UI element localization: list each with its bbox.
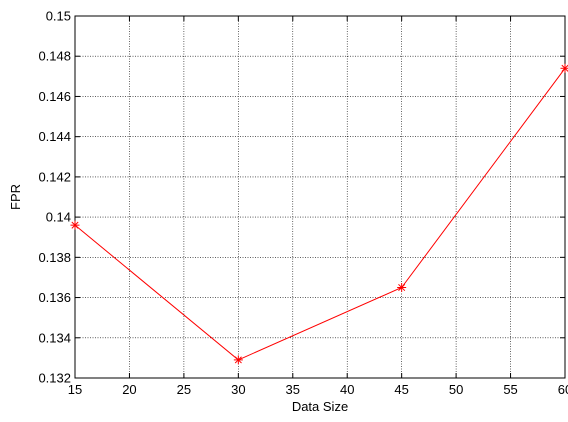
x-tick-label: 60 xyxy=(558,382,568,397)
x-tick-label: 20 xyxy=(122,382,136,397)
y-tick-label: 0.134 xyxy=(38,330,71,345)
y-tick-label: 0.144 xyxy=(38,129,71,144)
data-point-marker xyxy=(397,283,406,292)
y-tick-label: 0.142 xyxy=(38,169,71,184)
x-tick-label: 55 xyxy=(503,382,517,397)
y-axis-label: FPR xyxy=(8,184,23,210)
x-tick-label: 35 xyxy=(286,382,300,397)
x-tick-label: 40 xyxy=(340,382,354,397)
data-point-marker xyxy=(71,221,80,230)
y-tick-label: 0.14 xyxy=(46,210,71,225)
y-tick-label: 0.146 xyxy=(38,89,71,104)
x-tick-label: 25 xyxy=(177,382,191,397)
x-tick-label: 30 xyxy=(231,382,245,397)
y-tick-label: 0.138 xyxy=(38,250,71,265)
y-tick-label: 0.136 xyxy=(38,290,71,305)
y-tick-label: 0.15 xyxy=(46,9,71,24)
x-tick-label: 50 xyxy=(449,382,463,397)
y-tick-label: 0.132 xyxy=(38,371,71,386)
y-tick-label: 0.148 xyxy=(38,49,71,64)
data-point-marker xyxy=(234,355,243,364)
x-axis-label: Data Size xyxy=(292,399,348,414)
x-tick-label: 45 xyxy=(394,382,408,397)
